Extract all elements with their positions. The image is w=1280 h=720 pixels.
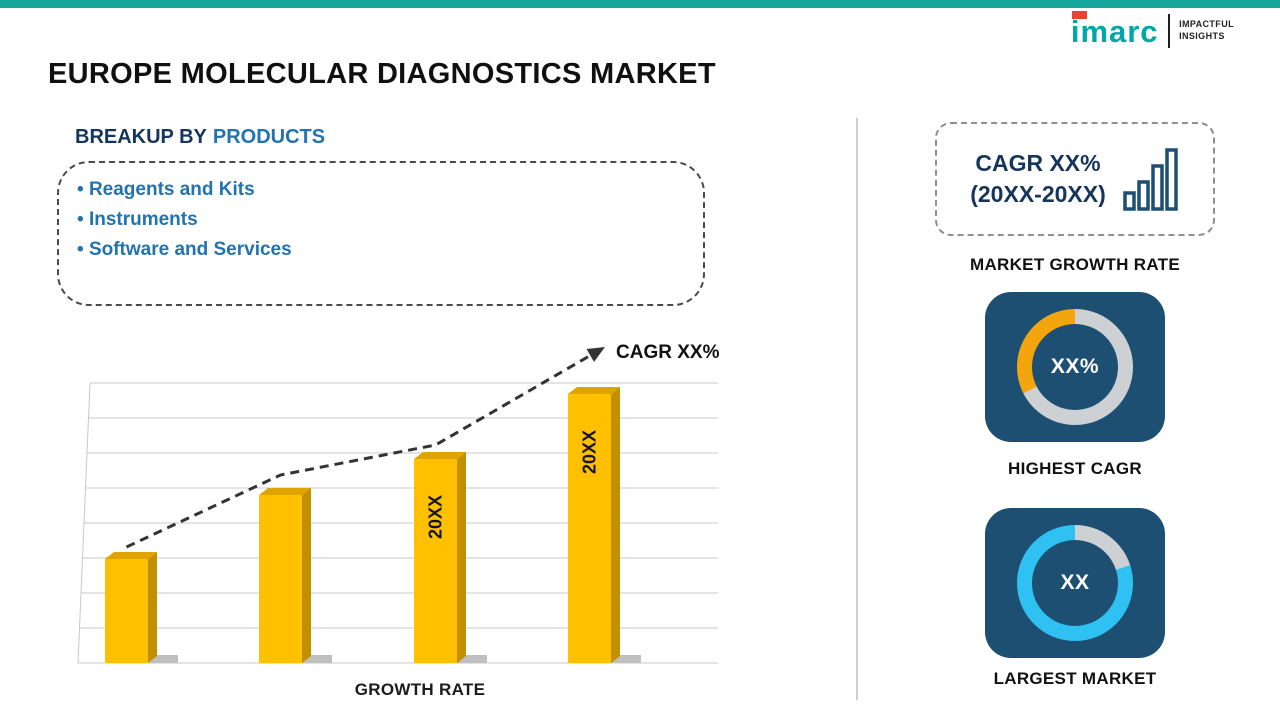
highest-cagr-value: XX% bbox=[1032, 324, 1118, 410]
bar-chart-icon bbox=[1123, 148, 1178, 211]
cagr-box-line1: CAGR XX% bbox=[975, 149, 1101, 176]
bar bbox=[105, 559, 148, 663]
breakup-heading-highlight: PRODUCTS bbox=[212, 126, 326, 148]
bar-label: 20XX bbox=[426, 495, 446, 539]
list-item: Software and Services bbox=[77, 235, 703, 265]
trend-arrow bbox=[125, 346, 605, 549]
bar-shadow bbox=[611, 655, 641, 663]
page-title: EUROPE MOLECULAR DIAGNOSTICS MARKET bbox=[48, 58, 716, 90]
logo-flag-icon bbox=[1071, 10, 1087, 19]
logo-brand-wrap: imarc bbox=[1070, 10, 1159, 49]
market-growth-rate-label: MARKET GROWTH RATE bbox=[969, 255, 1180, 274]
bar bbox=[259, 495, 302, 663]
bar-top-face bbox=[568, 387, 620, 394]
bar bbox=[568, 394, 611, 663]
grid-wall-edge bbox=[77, 382, 91, 664]
trend-cagr-label: CAGR XX% bbox=[616, 342, 720, 363]
imarc-logo: imarc IMPACTFUL INSIGHTS bbox=[1070, 10, 1234, 49]
bar-side-face bbox=[148, 552, 157, 663]
products-list-box: Reagents and Kits Instruments Software a… bbox=[57, 161, 705, 306]
section-divider bbox=[856, 118, 858, 700]
bar bbox=[414, 459, 457, 663]
bar-top-face bbox=[105, 552, 157, 559]
list-item: Instruments bbox=[77, 205, 703, 235]
bar-side-face bbox=[611, 387, 620, 663]
bar-top-face bbox=[259, 488, 311, 495]
bar-top-face bbox=[414, 452, 466, 459]
top-accent-bar bbox=[0, 0, 1280, 8]
logo-brand-text: imarc bbox=[1070, 13, 1159, 49]
highest-cagr-label: HIGHEST CAGR bbox=[1008, 459, 1142, 478]
cagr-box-text: CAGR XX% (20XX-20XX) bbox=[970, 148, 1106, 210]
bar-side-face bbox=[302, 488, 311, 663]
growth-bar-chart: 20XX 20XX bbox=[77, 346, 718, 664]
largest-market-card: XX bbox=[985, 508, 1165, 658]
largest-market-value: XX bbox=[1032, 540, 1118, 626]
logo-divider bbox=[1167, 14, 1171, 48]
largest-market-label: LARGEST MARKET bbox=[993, 669, 1157, 688]
bar-label: 20XX bbox=[580, 430, 600, 474]
breakup-heading: BREAKUP BY PRODUCTS bbox=[75, 126, 325, 149]
highest-cagr-donut: XX% bbox=[1017, 309, 1133, 425]
cagr-box-line2: (20XX-20XX) bbox=[970, 181, 1106, 207]
list-item: Reagents and Kits bbox=[77, 175, 703, 205]
cagr-box: CAGR XX% (20XX-20XX) bbox=[935, 122, 1215, 236]
logo-tagline-line2: INSIGHTS bbox=[1179, 31, 1225, 41]
bar-shadow bbox=[457, 655, 487, 663]
x-axis-title: GROWTH RATE bbox=[354, 680, 486, 699]
logo-tagline-line1: IMPACTFUL bbox=[1179, 19, 1234, 30]
largest-market-donut: XX bbox=[1017, 525, 1133, 641]
bar-side-face bbox=[457, 452, 466, 663]
breakup-heading-prefix: BREAKUP BY bbox=[75, 126, 207, 148]
highest-cagr-card: XX% bbox=[985, 292, 1165, 442]
bar-shadow bbox=[302, 655, 332, 663]
products-list: Reagents and Kits Instruments Software a… bbox=[77, 175, 703, 265]
bar-shadow bbox=[148, 655, 178, 663]
logo-tagline: IMPACTFUL INSIGHTS bbox=[1179, 19, 1234, 42]
